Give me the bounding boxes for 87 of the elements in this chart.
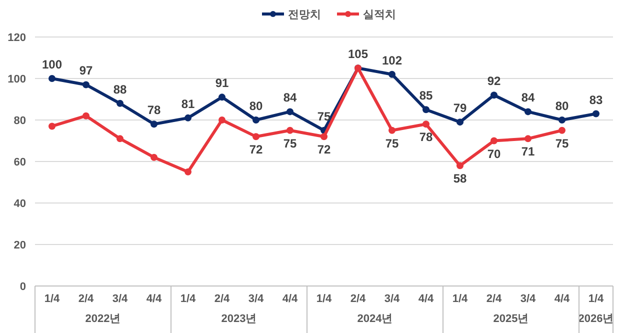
x-tick-label: 3/4 <box>248 293 265 305</box>
point <box>116 135 124 142</box>
y-tick-label: 100 <box>8 74 26 86</box>
point <box>456 118 464 126</box>
data-label: 71 <box>521 144 535 159</box>
data-label: 72 <box>317 142 331 157</box>
x-tick-label: 4/4 <box>146 293 163 305</box>
point <box>524 108 532 116</box>
x-tick-label: 3/4 <box>112 293 129 305</box>
legend-label: 실적치 <box>363 9 396 21</box>
y-tick-label: 120 <box>8 32 26 44</box>
data-label: 83 <box>589 92 603 107</box>
data-label: 85 <box>419 88 433 103</box>
x-tick-label: 1/4 <box>316 293 333 305</box>
point <box>286 108 294 116</box>
legend-label: 전망치 <box>288 9 321 21</box>
x-tick-label: 1/4 <box>452 293 469 305</box>
data-label: 72 <box>249 142 263 157</box>
point <box>320 133 328 140</box>
x-tick-label: 1/4 <box>44 293 61 305</box>
point <box>388 126 396 134</box>
data-label: 75 <box>283 136 297 150</box>
text: 2022년 <box>85 313 121 325</box>
data-label: 102 <box>382 53 402 68</box>
data-label: 100 <box>42 58 62 72</box>
point <box>490 92 498 99</box>
point <box>116 100 124 107</box>
point <box>82 112 90 120</box>
x-tick-label: 4/4 <box>554 293 571 305</box>
point <box>48 75 56 82</box>
point <box>252 116 260 124</box>
point <box>422 106 430 114</box>
point <box>218 116 226 124</box>
x-tick-label: 2/4 <box>78 293 95 305</box>
point <box>456 162 464 170</box>
data-label: 91 <box>215 76 229 90</box>
data-label: 92 <box>487 74 501 88</box>
point <box>218 94 226 101</box>
data-label: 70 <box>487 146 501 161</box>
point <box>82 81 90 88</box>
point <box>252 133 260 140</box>
x-tick-label: 2/4 <box>350 293 367 305</box>
y-tick-label: 0 <box>20 281 26 293</box>
x-tick-label: 1/4 <box>588 293 605 305</box>
point <box>184 168 192 176</box>
data-label: 88 <box>113 82 127 96</box>
point <box>524 135 532 142</box>
data-label: 84 <box>283 90 297 105</box>
data-label: 80 <box>555 99 569 113</box>
data-label: 75 <box>317 109 331 124</box>
data-label: 78 <box>147 103 161 118</box>
x-tick-label: 4/4 <box>418 293 435 305</box>
text: 2023년 <box>221 313 257 325</box>
data-label: 78 <box>419 130 433 144</box>
y-tick-label: 60 <box>14 156 26 168</box>
x-tick-label: 4/4 <box>282 293 299 305</box>
point <box>558 116 566 124</box>
x-tick-label: 1/4 <box>180 293 197 305</box>
data-label: 79 <box>453 101 467 116</box>
point <box>48 122 56 130</box>
text: 2026년 <box>578 313 614 325</box>
data-label: 80 <box>249 99 263 113</box>
point <box>184 114 192 122</box>
y-tick-label: 40 <box>14 198 26 210</box>
point <box>150 120 158 128</box>
point <box>592 110 600 118</box>
point <box>422 120 430 128</box>
x-tick-label: 3/4 <box>520 293 537 305</box>
point <box>490 137 498 144</box>
data-label: 75 <box>555 136 569 150</box>
x-tick-label: 3/4 <box>384 293 401 305</box>
point <box>388 70 396 78</box>
point <box>558 126 566 134</box>
data-label: 58 <box>453 172 467 186</box>
text: 2024년 <box>357 313 393 325</box>
data-label: 75 <box>385 136 399 150</box>
x-tick-label: 2/4 <box>486 293 503 305</box>
point <box>150 154 158 161</box>
y-tick-label: 20 <box>14 240 26 252</box>
data-label: 84 <box>521 90 535 105</box>
data-label: 105 <box>348 47 368 62</box>
y-tick-label: 80 <box>14 115 26 127</box>
text: 2025년 <box>493 313 529 325</box>
data-label: 97 <box>79 64 93 78</box>
data-label: 81 <box>181 96 195 111</box>
x-tick-label: 2/4 <box>214 293 231 305</box>
point <box>286 126 294 134</box>
